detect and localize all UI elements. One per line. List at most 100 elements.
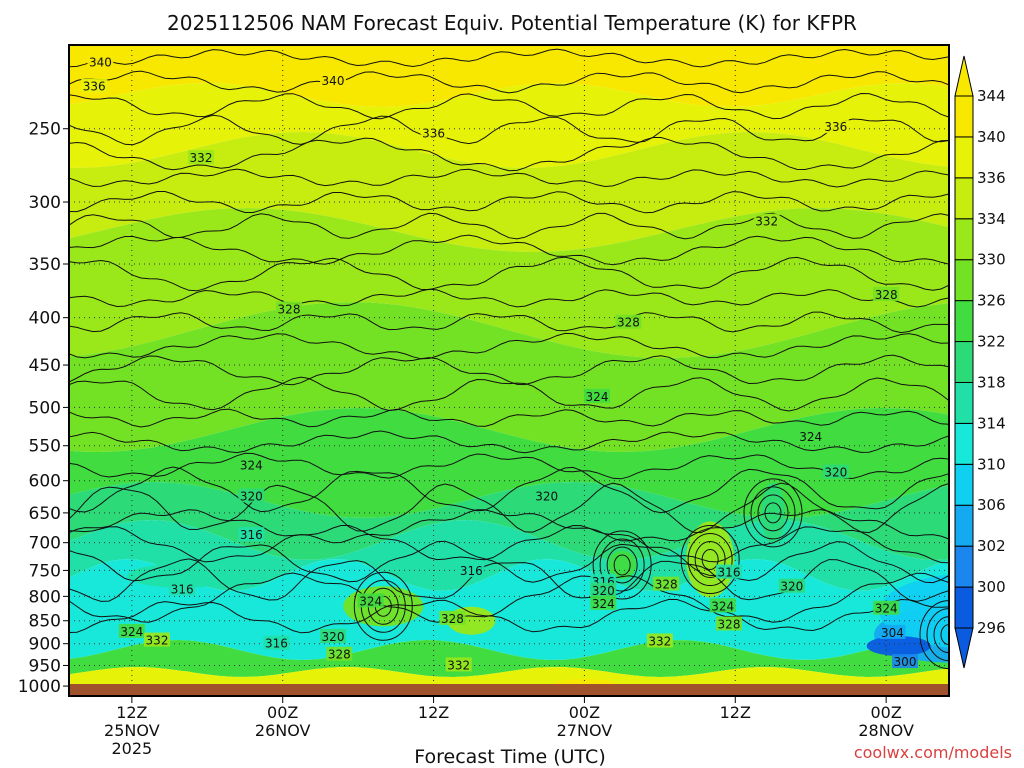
field-band-8 [69,559,949,660]
contour-ring-3-2 [926,608,949,662]
contour-label-2: 336 [83,79,106,93]
contour-label-11: 324 [586,390,609,404]
colorbar-swatch-306 [954,463,974,506]
contour-label-bg-40 [263,635,290,650]
contour-label-17: 316 [240,528,263,542]
colorbar-swatch-340 [954,95,974,138]
contour-label-5: 332 [190,151,213,165]
contour-label-13: 324 [240,459,263,473]
contour-ring-3-3 [919,600,949,670]
contour-ring-3-1 [933,616,949,654]
contour-label-bg-29 [716,616,742,631]
x-tick-label-24: 12Z [418,703,449,722]
colorbar-label-344: 344 [977,87,1006,105]
contour-ring-4-2 [750,486,796,540]
contour-label-42: 328 [328,648,351,662]
contour-label-bg-28 [873,600,900,615]
contour-label-bg-12 [797,428,824,443]
colorbar-swatch-302 [954,504,974,547]
contour-label-bg-36 [892,654,918,669]
contour-label-bg-11 [584,388,610,403]
contour-7 [69,212,949,240]
contour-label-0: 340 [89,55,112,69]
y-tick-label-650: 650 [29,504,61,524]
plot-field: 3403403363363363323323323283283283243243… [69,45,949,696]
contour-ring-1-2 [599,538,645,592]
contour-label-bg-33 [439,610,466,625]
contour-ring-4-1 [757,494,789,532]
contour-label-33: 328 [441,612,464,626]
colorbar-label-306: 306 [977,496,1006,514]
y-tick-label-250: 250 [29,120,61,140]
grid-lines [69,45,949,696]
y-tick-label-350: 350 [29,255,61,275]
y-tick-label-800: 800 [29,587,61,607]
contour-lines [69,48,949,670]
contour-label-30: 332 [648,634,671,648]
colorbar-swatch-330 [954,218,974,261]
contour-1 [69,70,949,94]
x-tick-label-36: 00Z [569,703,600,722]
contour-labels: 3403403363363363323323323283283283243243… [81,54,918,672]
contour-label-bg-23 [590,582,617,597]
field-band-9 [69,640,949,677]
contour-3 [69,114,949,146]
x-tick-year-0: 2025 [111,739,152,758]
color-bands [69,45,949,696]
contour-label-15: 320 [535,489,558,503]
contour-4 [69,137,949,172]
contour-label-bg-37 [169,581,196,596]
x-tick-date-12: 26NOV [255,721,311,740]
colorbar-swatch-322 [954,300,974,343]
colorbar-label-336: 336 [977,169,1006,187]
contour-label-bg-25 [653,576,680,591]
x-tick-date-60: 28NOV [858,721,914,740]
contour-label-bg-26 [778,578,805,593]
contour-16 [69,430,949,454]
contour-10 [69,288,949,308]
contour-ring-0-0 [701,549,719,571]
colorbar-label-330: 330 [977,251,1006,269]
contour-label-bg-35 [879,624,906,639]
contour-label-38: 324 [120,625,143,639]
field-band-4 [69,302,949,452]
contour-label-21: 316 [460,564,483,578]
colorbar-swatch-310 [954,422,974,465]
y-tick-label-600: 600 [29,472,61,492]
colorbar-label-300: 300 [977,578,1006,596]
colorbar-label-340: 340 [977,128,1006,146]
contour-label-bg-5 [188,150,214,165]
contour-12 [69,332,949,360]
contour-ring-2-3 [353,571,413,641]
plot-frame [68,44,950,697]
contour-9 [69,256,949,292]
contour-label-24: 324 [592,597,615,611]
contour-label-bg-38 [118,623,145,638]
colorbar-label-314: 314 [977,414,1006,432]
contour-24 [69,572,949,623]
contour-5 [69,168,949,188]
contour-11 [69,311,949,334]
contour-label-41: 320 [322,630,345,644]
contour-label-bg-2 [81,78,108,93]
contour-label-29: 328 [718,617,741,631]
y-tick-label-1000: 1000 [18,677,61,697]
contour-label-12: 324 [799,430,822,444]
contour-label-bg-1 [320,72,346,87]
y-tick-label-450: 450 [29,356,61,376]
contour-label-36: 300 [894,655,917,669]
y-tick-label-750: 750 [29,561,61,581]
colorbar-label-322: 322 [977,333,1006,351]
y-tick-label-550: 550 [29,437,61,457]
contour-label-27: 324 [711,599,734,613]
contour-label-bg-8 [276,301,302,316]
contour-label-bg-39 [144,632,170,647]
contour-15 [69,408,949,428]
contour-ring-3-0 [940,624,949,646]
contour-label-bg-20 [716,564,742,579]
contour-label-3: 336 [422,127,445,141]
ground-strip [69,684,949,696]
y-tick-label-300: 300 [29,193,61,213]
feature-2 [866,635,931,656]
